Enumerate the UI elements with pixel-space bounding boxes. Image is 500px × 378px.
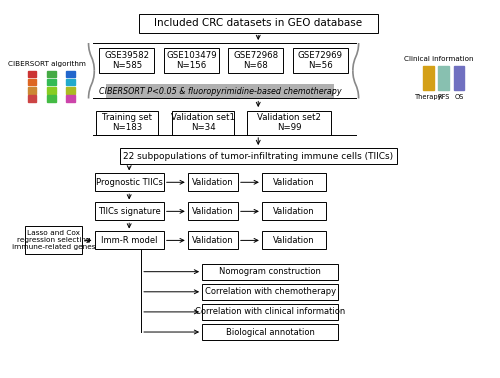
Text: Validation: Validation	[274, 178, 315, 187]
FancyBboxPatch shape	[100, 48, 154, 73]
Text: TIICs signature: TIICs signature	[98, 207, 160, 216]
FancyBboxPatch shape	[202, 264, 338, 279]
FancyBboxPatch shape	[202, 284, 338, 300]
Text: GSE39582
N=585: GSE39582 N=585	[104, 51, 150, 70]
Text: Correlation with clinical information: Correlation with clinical information	[195, 307, 346, 316]
FancyBboxPatch shape	[106, 84, 334, 99]
Text: Biological annotation: Biological annotation	[226, 327, 314, 336]
FancyBboxPatch shape	[172, 111, 234, 135]
Bar	[47, 87, 56, 94]
Text: Validation: Validation	[192, 207, 234, 216]
Bar	[47, 71, 56, 77]
FancyBboxPatch shape	[96, 111, 158, 135]
Text: Correlation with chemotherapy: Correlation with chemotherapy	[204, 287, 336, 296]
Bar	[66, 95, 74, 102]
Text: Validation: Validation	[192, 236, 234, 245]
Text: Validation: Validation	[274, 236, 315, 245]
FancyBboxPatch shape	[138, 14, 378, 33]
Bar	[47, 79, 56, 85]
Bar	[28, 95, 36, 102]
Bar	[28, 79, 36, 85]
Text: Validation set1
N=34: Validation set1 N=34	[172, 113, 235, 132]
Text: CIBERSORT algorithm: CIBERSORT algorithm	[8, 61, 86, 67]
Text: Included CRC datasets in GEO database: Included CRC datasets in GEO database	[154, 18, 362, 28]
FancyBboxPatch shape	[94, 202, 164, 220]
Bar	[66, 87, 74, 94]
Text: Validation set2
N=99: Validation set2 N=99	[258, 113, 322, 132]
Text: GSE72968
N=68: GSE72968 N=68	[234, 51, 278, 70]
FancyBboxPatch shape	[94, 231, 164, 249]
Bar	[66, 79, 74, 85]
Text: Training set
N=183: Training set N=183	[102, 113, 152, 132]
FancyBboxPatch shape	[188, 231, 238, 249]
FancyBboxPatch shape	[202, 324, 338, 340]
Text: Prognostic TIICs: Prognostic TIICs	[96, 178, 162, 187]
Text: Clinical information: Clinical information	[404, 56, 473, 62]
Text: Validation: Validation	[192, 178, 234, 187]
FancyBboxPatch shape	[94, 174, 164, 191]
Bar	[454, 66, 464, 90]
FancyBboxPatch shape	[120, 149, 397, 164]
FancyBboxPatch shape	[188, 174, 238, 191]
FancyBboxPatch shape	[248, 111, 331, 135]
FancyBboxPatch shape	[188, 202, 238, 220]
Text: Lasso and Cox
regression selecting
immune-related genes: Lasso and Cox regression selecting immun…	[12, 231, 96, 250]
Text: Nomogram construction: Nomogram construction	[219, 267, 321, 276]
Bar	[66, 71, 74, 77]
Text: CIBERSORT P<0.05 & fluoropyrimidine-based chemotherapy: CIBERSORT P<0.05 & fluoropyrimidine-base…	[98, 87, 342, 96]
Text: Therapy: Therapy	[414, 94, 442, 100]
Text: RFS: RFS	[438, 94, 450, 100]
Bar	[438, 66, 449, 90]
FancyBboxPatch shape	[262, 174, 326, 191]
FancyBboxPatch shape	[26, 226, 82, 254]
Bar	[28, 87, 36, 94]
Text: GSE72969
N=56: GSE72969 N=56	[298, 51, 343, 70]
Bar	[28, 71, 36, 77]
Text: Validation: Validation	[274, 207, 315, 216]
FancyBboxPatch shape	[164, 48, 219, 73]
Bar	[47, 95, 56, 102]
FancyBboxPatch shape	[293, 48, 348, 73]
FancyBboxPatch shape	[262, 231, 326, 249]
Text: GSE103479
N=156: GSE103479 N=156	[166, 51, 216, 70]
FancyBboxPatch shape	[262, 202, 326, 220]
Text: 22 subpopulations of tumor-infiltrating immune cells (TIICs): 22 subpopulations of tumor-infiltrating …	[123, 152, 394, 161]
FancyBboxPatch shape	[202, 304, 338, 320]
Text: Imm-R model: Imm-R model	[101, 236, 158, 245]
Bar	[423, 66, 434, 90]
FancyBboxPatch shape	[228, 48, 283, 73]
Text: OS: OS	[454, 94, 464, 100]
